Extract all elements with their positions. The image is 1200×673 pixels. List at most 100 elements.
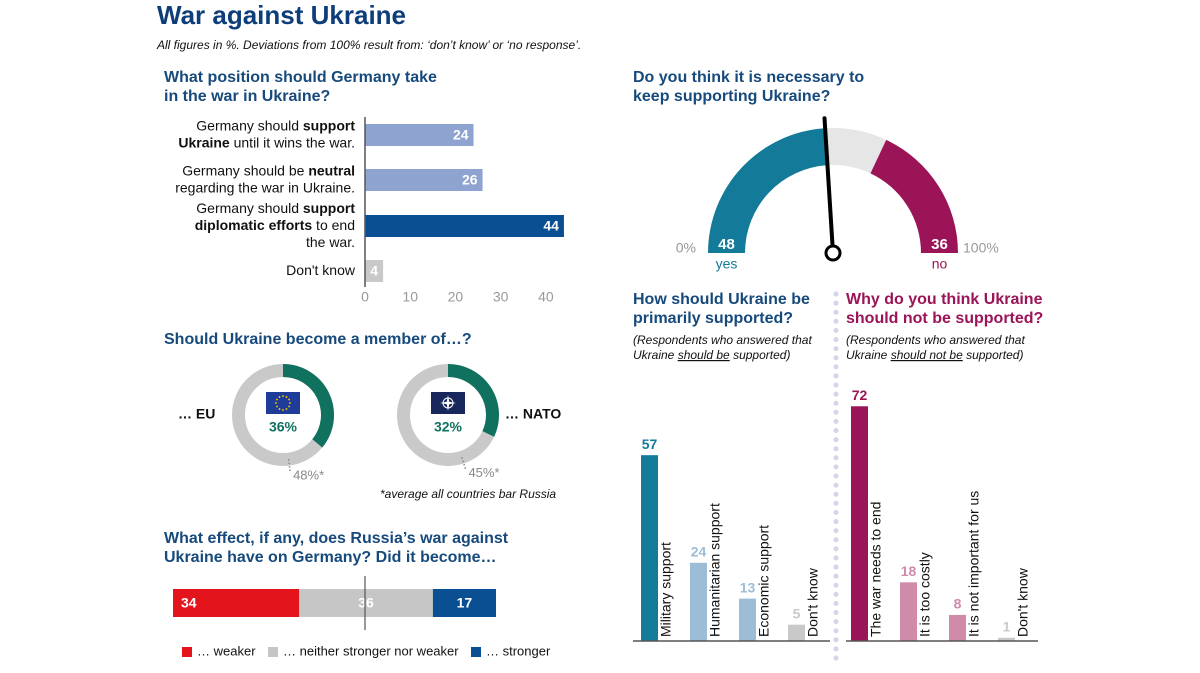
x-tick-label: 0 — [361, 289, 369, 305]
page-title: War against Ukraine — [157, 0, 406, 30]
note: Ukraine should be supported) — [633, 348, 790, 362]
x-tick-label: 10 — [402, 289, 418, 305]
category-label: diplomatic efforts to end — [195, 217, 355, 233]
bar — [690, 562, 707, 641]
note-run: Ukraine — [633, 348, 678, 362]
category-label: no — [932, 256, 948, 272]
note: Ukraine should not be supported) — [846, 348, 1023, 362]
bar — [365, 169, 483, 191]
value-label: 32% — [434, 419, 463, 435]
eu-flag — [266, 392, 300, 414]
category-label-run: support — [303, 117, 355, 133]
category-label: Military support — [658, 542, 674, 637]
legend-label: … weaker — [197, 643, 256, 658]
flag-star — [289, 402, 291, 404]
category-label: Germany should support — [196, 117, 355, 133]
value-label: 17 — [457, 595, 473, 611]
value-label: 44 — [543, 218, 559, 234]
bar — [641, 455, 658, 641]
bar — [949, 614, 966, 641]
x-tick-label: 0% — [676, 240, 696, 256]
category-label: Don't know — [805, 567, 821, 637]
flag-star — [278, 408, 281, 410]
gauge-band — [870, 139, 958, 253]
flag-star — [285, 396, 288, 398]
value-label: 57 — [642, 436, 658, 452]
value-label: 24 — [691, 543, 707, 559]
category-label: It is not important for us — [966, 491, 982, 637]
flag-star — [285, 408, 288, 410]
note: (Respondents who answered that — [846, 333, 1025, 347]
value-label: 8 — [954, 596, 962, 612]
bar — [365, 260, 384, 282]
category-label: Humanitarian support — [707, 503, 723, 637]
category-label-run: Germany should be — [182, 162, 308, 178]
donut-arc — [282, 364, 334, 448]
category-label: yes — [716, 256, 738, 272]
chart-title: What position should Germany take — [164, 69, 437, 86]
category-label: Don't know — [1015, 567, 1031, 637]
donut-arc — [447, 364, 499, 437]
average-label: 45%* — [468, 465, 499, 480]
value-label: 36 — [931, 236, 948, 253]
chart-title: Should Ukraine become a member of…? — [164, 331, 472, 348]
category-label-run: Ukraine — [178, 134, 230, 150]
flag-star — [288, 405, 290, 408]
chart-title: Ukraine have on Germany? Did it become… — [164, 549, 497, 566]
note-run: supported) — [730, 348, 791, 362]
gauge-rest — [825, 128, 887, 174]
legend-swatch — [182, 647, 192, 657]
category-label-run: Don't know — [286, 262, 356, 278]
x-tick-label: 20 — [448, 289, 464, 305]
page-subtitle: All figures in %. Deviations from 100% r… — [156, 38, 581, 52]
category-label-run: support — [303, 200, 355, 216]
flag-star — [275, 402, 277, 404]
category-label-run: Germany should — [196, 200, 303, 216]
needle — [822, 116, 835, 255]
note-run: should not be — [891, 348, 963, 362]
note: (Respondents who answered that — [633, 333, 812, 347]
note-run: (Respondents who answered that — [633, 333, 812, 347]
x-tick-label: 30 — [493, 289, 509, 305]
bar-segment — [432, 589, 496, 617]
note-run: (Respondents who answered that — [846, 333, 1025, 347]
category-label: … EU — [178, 406, 215, 422]
category-label: Germany should be neutral — [182, 162, 355, 178]
value-label: 18 — [901, 563, 917, 579]
bar-segment — [173, 589, 300, 617]
x-tick-label: 100% — [963, 240, 999, 256]
value-label: 26 — [462, 172, 478, 188]
legend-swatch — [268, 647, 278, 657]
note-run: should be — [678, 348, 730, 362]
legend-swatch — [471, 647, 481, 657]
flag-star — [282, 409, 284, 411]
x-tick-label: 40 — [538, 289, 554, 305]
flag-star — [288, 398, 290, 401]
category-label: Germany should support — [196, 200, 355, 216]
legend-label: … neither stronger nor weaker — [283, 643, 459, 658]
bar — [365, 215, 564, 237]
category-label: It is too costly — [917, 552, 933, 637]
value-label: 72 — [852, 387, 868, 403]
category-label: the war. — [306, 234, 355, 250]
gauge-band — [708, 128, 828, 253]
chart-title: Do you think it is necessary to — [633, 69, 864, 86]
category-label: The war needs to end — [868, 502, 884, 637]
chart-title: Why do you think Ukraine — [846, 291, 1043, 308]
bar — [788, 624, 805, 641]
category-label-run: to end — [312, 217, 355, 233]
chart-title: primarily supported? — [633, 310, 793, 327]
bar — [998, 637, 1015, 641]
value-label: 1 — [1003, 618, 1011, 634]
category-label-run: regarding the war in Ukraine. — [175, 179, 355, 195]
value-label: 36% — [269, 419, 298, 435]
category-label: … NATO — [505, 406, 561, 422]
chart-title: keep supporting Ukraine? — [633, 88, 830, 105]
average-label: 48%* — [293, 467, 324, 482]
category-label: Ukraine until it wins the war. — [178, 134, 355, 150]
category-label: Economic support — [756, 525, 772, 637]
legend-label: … stronger — [486, 643, 551, 658]
value-label: 48 — [718, 236, 735, 253]
